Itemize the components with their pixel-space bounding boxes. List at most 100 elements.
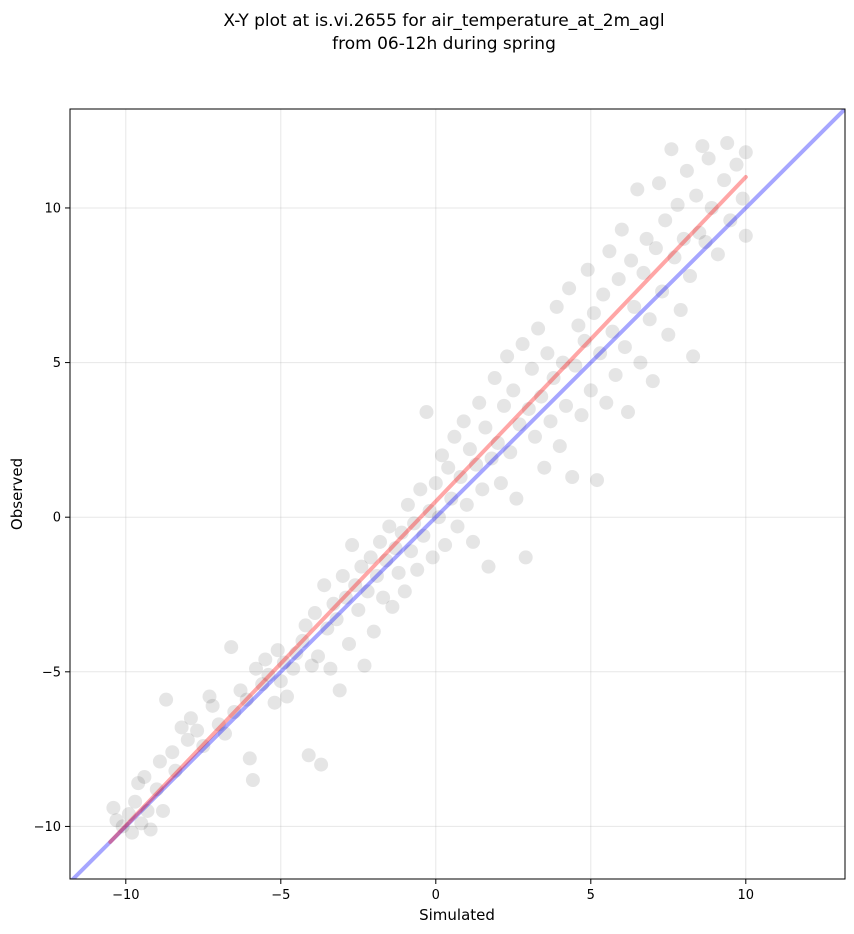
y-tick-label: −5 [42, 665, 61, 680]
data-point [497, 398, 511, 413]
data-point [509, 491, 524, 506]
data-point [156, 803, 170, 818]
data-point [196, 739, 211, 754]
data-point [478, 420, 493, 435]
data-point [559, 398, 573, 413]
data-point [679, 163, 694, 178]
data-point [689, 188, 704, 203]
data-point [320, 621, 335, 636]
data-point [183, 711, 198, 726]
data-point [258, 652, 273, 667]
data-point [106, 800, 121, 815]
data-point [128, 794, 143, 809]
data-point [165, 745, 180, 760]
data-point [562, 281, 577, 296]
x-axis-ticks: −10 −5 0 5 10 [112, 879, 754, 903]
data-point [487, 371, 502, 386]
data-point [342, 636, 356, 651]
data-point [503, 445, 518, 460]
data-point [326, 596, 341, 611]
data-point [543, 414, 558, 429]
data-point [280, 689, 294, 704]
y-tick-label: 5 [53, 356, 61, 371]
data-point [444, 491, 459, 506]
data-point [379, 553, 394, 568]
x-tick-label: 5 [587, 888, 595, 903]
data-point [571, 318, 586, 333]
one-to-one-line [70, 109, 845, 879]
data-point [639, 231, 654, 246]
data-point [413, 482, 428, 497]
x-tick-label: −10 [112, 888, 139, 903]
data-point [400, 497, 415, 512]
data-point [438, 538, 453, 553]
data-point [472, 395, 487, 410]
y-axis-ticks: −10 −5 0 5 10 [34, 201, 70, 835]
data-point [515, 337, 530, 352]
data-point [298, 618, 313, 633]
y-tick-label: −10 [34, 820, 61, 835]
data-point [633, 355, 648, 370]
data-point [314, 757, 329, 772]
data-point [233, 683, 248, 698]
data-point [462, 442, 477, 457]
data-point [673, 303, 688, 318]
data-point [720, 136, 735, 151]
data-point [531, 321, 546, 336]
data-point [152, 754, 167, 769]
data-point [143, 822, 158, 837]
data-point [360, 584, 375, 599]
data-point [245, 773, 260, 788]
data-point [534, 389, 549, 404]
data-point [276, 655, 291, 670]
data-point [710, 247, 725, 262]
data-point [574, 408, 589, 423]
data-point [484, 451, 499, 466]
data-point [267, 695, 282, 710]
scatter-points [106, 136, 753, 840]
data-point [385, 599, 400, 614]
data-point [586, 306, 601, 321]
data-point [397, 584, 412, 599]
y-axis-label: Observed [8, 458, 26, 530]
y-tick-label: 0 [53, 511, 61, 526]
data-point [255, 677, 270, 692]
data-point [159, 692, 174, 707]
data-point [382, 519, 397, 534]
data-point [580, 262, 595, 277]
data-point [596, 287, 611, 302]
reference-lines [70, 109, 845, 879]
data-point [369, 568, 384, 583]
data-point [168, 763, 183, 778]
data-point [428, 476, 443, 491]
x-tick-label: 0 [432, 888, 440, 903]
data-point [518, 550, 533, 565]
data-point [493, 476, 508, 491]
data-point [180, 732, 195, 747]
data-point [661, 327, 676, 342]
data-point [658, 213, 673, 228]
data-point [540, 346, 555, 361]
data-point [645, 374, 660, 389]
data-point [304, 658, 319, 673]
data-point [286, 661, 301, 676]
data-point [546, 371, 561, 386]
data-point [140, 803, 155, 818]
data-point [735, 191, 750, 206]
x-tick-label: 10 [738, 888, 755, 903]
data-point [391, 565, 406, 580]
data-point [614, 222, 629, 237]
data-point [481, 559, 496, 574]
data-point [717, 173, 732, 188]
data-point [648, 241, 663, 256]
data-point [289, 646, 304, 661]
data-point [435, 448, 449, 463]
data-point [537, 460, 552, 475]
data-point [335, 568, 350, 583]
chart-title-line1: X-Y plot at is.vi.2655 for air_temperatu… [223, 11, 664, 31]
data-point [134, 816, 149, 831]
data-point [373, 534, 387, 549]
data-point [338, 590, 353, 605]
data-point [425, 550, 440, 565]
